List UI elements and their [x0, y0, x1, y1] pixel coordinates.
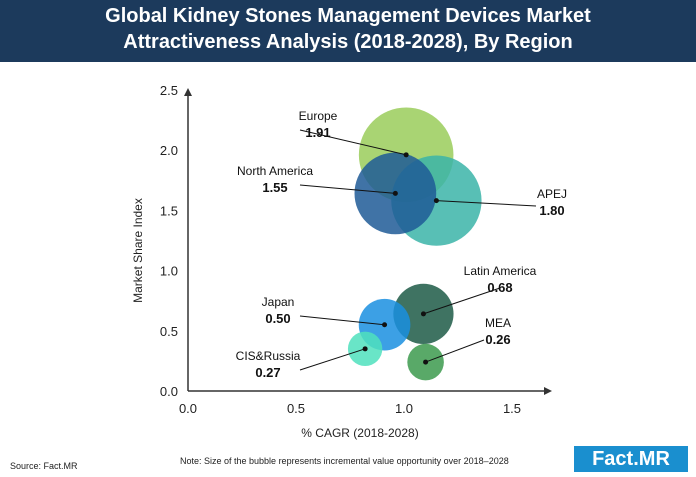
- logo-text-right: MR: [638, 448, 670, 470]
- axes-layer: 0.0 0.5 1.0 1.5 0.0 0.5 1.0 1.5 2.0 2.5 % CAGR (20…: [131, 83, 552, 440]
- region-value-label: 0.27: [255, 365, 280, 380]
- bubbles-layer: [347, 107, 482, 381]
- region-name-label: North America: [237, 164, 313, 178]
- bubble-center-dot: [433, 198, 439, 204]
- source-text: Source: Fact.MR: [10, 461, 78, 471]
- chart-title-line2: Attractiveness Analysis (2018-2028), By …: [123, 31, 573, 53]
- bubble-size-note: Note: Size of the bubble represents incr…: [180, 456, 509, 466]
- x-tick-label: 1.5: [503, 401, 521, 416]
- region-name-label: APEJ: [537, 187, 567, 201]
- bubble-center-dot: [392, 190, 398, 196]
- y-tick-label: 1.0: [160, 264, 178, 279]
- factmr-logo: Fact.MR: [574, 446, 688, 472]
- x-axis-arrow: [544, 387, 552, 395]
- bubble-center-dot: [362, 346, 368, 352]
- region-name-label: Europe: [299, 109, 338, 123]
- leader-line: [425, 339, 485, 363]
- region-value-label: 0.50: [265, 311, 290, 326]
- y-tick-label: 2.5: [160, 83, 178, 98]
- region-name-label: Latin America: [464, 264, 537, 278]
- leader-line: [299, 129, 407, 156]
- x-tick-label: 1.0: [395, 401, 413, 416]
- region-value-label: 1.91: [305, 125, 330, 140]
- leader-line: [299, 184, 396, 194]
- region-name-label: CIS&Russia: [236, 349, 301, 363]
- y-axis-title: Market Share Index: [131, 198, 145, 303]
- leader-line: [436, 200, 537, 207]
- y-tick-label: 1.5: [160, 203, 178, 218]
- chart-title-line1: Global Kidney Stones Management Devices …: [105, 5, 591, 27]
- leader-line: [423, 287, 501, 315]
- title-banner: Global Kidney Stones Management Devices …: [0, 0, 696, 62]
- bubble-center-dot: [382, 322, 388, 328]
- y-tick-label: 2.0: [160, 143, 178, 158]
- logo-text-left: Fact: [592, 448, 634, 470]
- y-axis-arrow: [184, 88, 192, 96]
- leader-line: [299, 348, 366, 371]
- x-axis-title: % CAGR (2018-2028): [301, 426, 418, 440]
- region-value-label: 0.68: [487, 280, 512, 295]
- y-tick-label: 0.0: [160, 384, 178, 399]
- region-value-label: 1.80: [539, 203, 564, 218]
- bubble-chart: 0.0 0.5 1.0 1.5 0.0 0.5 1.0 1.5 2.0 2.5 % CAGR (20…: [131, 83, 567, 440]
- region-value-label: 1.55: [262, 180, 287, 195]
- region-value-label: 0.26: [485, 332, 510, 347]
- y-tick-label: 0.5: [160, 324, 178, 339]
- region-name-label: MEA: [485, 316, 511, 330]
- region-name-label: Japan: [262, 295, 295, 309]
- leader-line: [299, 315, 385, 326]
- bubble-center-dot: [423, 359, 429, 365]
- x-tick-label: 0.0: [179, 401, 197, 416]
- bubble-center-dot: [403, 152, 409, 158]
- x-tick-label: 0.5: [287, 401, 305, 416]
- bubble-center-dot: [420, 311, 426, 317]
- labels-layer: Europe 1.91 North America 1.55 APEJ 1.80 Latin…: [236, 109, 567, 380]
